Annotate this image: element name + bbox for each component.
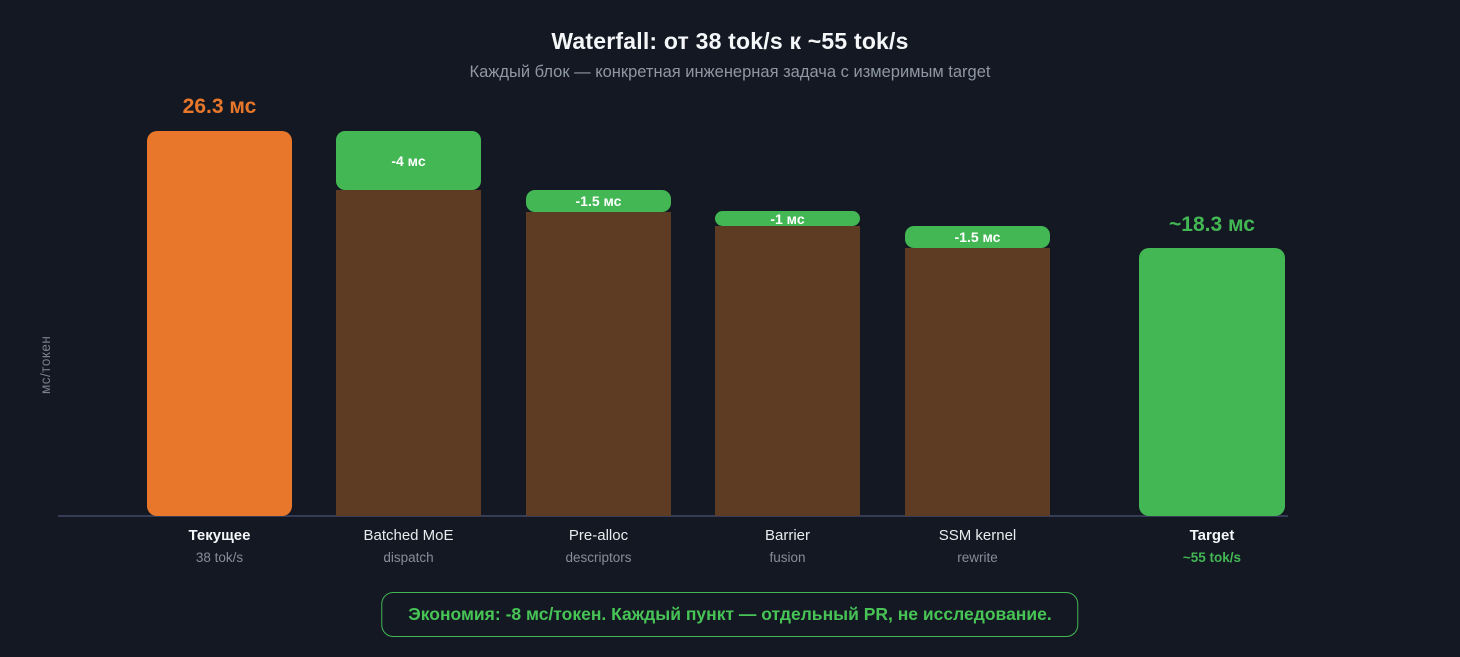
chart-subtitle: Каждый блок — конкретная инженерная зада… bbox=[469, 63, 991, 81]
chart-title: Waterfall: от 38 tok/s к ~55 tok/s bbox=[551, 28, 909, 54]
x-label-current: Текущее 38 tok/s bbox=[147, 526, 292, 567]
bar-label: Target bbox=[1189, 527, 1235, 544]
delta-label: -1.5 мс bbox=[954, 229, 1001, 245]
remainder-segment bbox=[905, 248, 1050, 516]
x-label-batched-moe: Batched MoE dispatch bbox=[336, 526, 481, 567]
summary-text: Экономия: -8 мс/токен. Каждый пункт — от… bbox=[408, 604, 1052, 624]
bar-pre-alloc: -1.5 мс bbox=[526, 190, 671, 516]
bar-sublabel: dispatch bbox=[383, 550, 434, 565]
delta-label: -4 мс bbox=[391, 152, 426, 169]
remainder-segment bbox=[336, 190, 481, 516]
bar-sublabel: ~55 tok/s bbox=[1182, 550, 1242, 565]
x-label-pre-alloc: Pre-alloc descriptors bbox=[526, 526, 671, 567]
bar-batched-moe: -4 мс bbox=[336, 131, 481, 516]
delta-segment: -1 мс bbox=[715, 211, 860, 226]
start-value-label: 26.3 мс bbox=[182, 95, 257, 118]
delta-segment: -4 мс bbox=[336, 131, 481, 190]
x-label-target: Target ~55 tok/s bbox=[1139, 526, 1285, 567]
delta-label: -1.5 мс bbox=[575, 193, 622, 209]
bar-ssm-kernel: -1.5 мс bbox=[905, 226, 1050, 516]
bar-label: Barrier bbox=[764, 527, 810, 544]
bar-target bbox=[1139, 248, 1285, 516]
bar-sublabel: 38 tok/s bbox=[195, 550, 244, 565]
target-value-label: ~18.3 мс bbox=[1169, 213, 1255, 236]
bar-sublabel: rewrite bbox=[957, 550, 998, 565]
remainder-segment bbox=[715, 226, 860, 516]
x-label-ssm-kernel: SSM kernel rewrite bbox=[905, 526, 1050, 567]
bar-sublabel: descriptors bbox=[565, 550, 632, 565]
delta-label: -1 мс bbox=[770, 210, 805, 227]
x-label-barrier: Barrier fusion bbox=[715, 526, 860, 567]
bar-label: SSM kernel bbox=[938, 527, 1017, 544]
bar-barrier: -1 мс bbox=[715, 211, 860, 516]
y-axis-label: мс/токен bbox=[38, 335, 53, 395]
bar-current bbox=[147, 131, 292, 516]
bar-label: Pre-alloc bbox=[568, 527, 629, 544]
bar-sublabel: fusion bbox=[769, 550, 806, 565]
bar-label: Batched MoE bbox=[363, 527, 454, 544]
x-axis-line bbox=[58, 515, 1288, 517]
bar-label: Текущее bbox=[188, 527, 251, 544]
summary-callout: Экономия: -8 мс/токен. Каждый пункт — от… bbox=[381, 592, 1079, 637]
remainder-segment bbox=[526, 212, 671, 516]
delta-segment: -1.5 мс bbox=[526, 190, 671, 212]
delta-segment: -1.5 мс bbox=[905, 226, 1050, 248]
